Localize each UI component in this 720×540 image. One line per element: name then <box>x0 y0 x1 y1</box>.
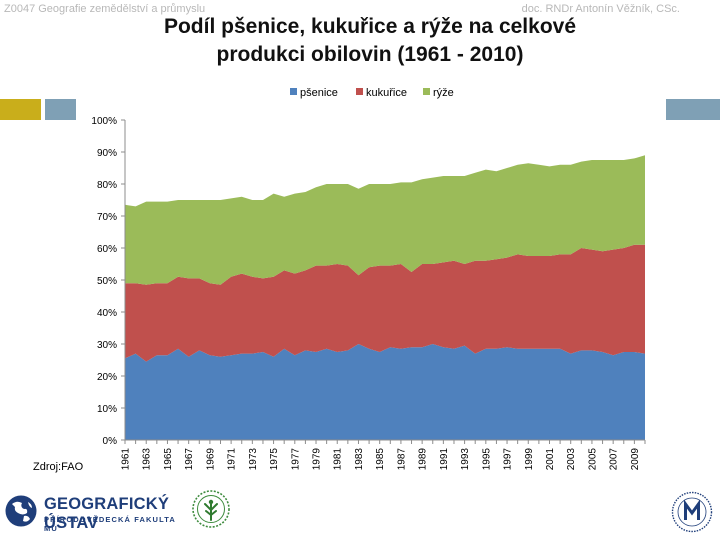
legend-swatch-0 <box>290 88 297 95</box>
legend-label-1: kukuřice <box>366 87 407 99</box>
y-tick-label: 10% <box>97 404 117 415</box>
x-tick-label: 1977 <box>290 448 301 471</box>
x-tick-label: 2009 <box>630 448 641 471</box>
chart-title-line-1: Podíl pšenice, kukuřice a rýže na celkov… <box>163 15 577 38</box>
decor-bar-teal-left <box>45 99 76 120</box>
x-tick-label: 1963 <box>142 448 153 471</box>
y-tick-label: 40% <box>97 308 117 319</box>
x-tick-label: 2007 <box>609 448 620 471</box>
legend-swatch-2 <box>423 88 430 95</box>
x-tick-label: 2001 <box>545 448 556 471</box>
legend-label-2: rýže <box>433 87 454 99</box>
x-tick-label: 1969 <box>205 448 216 471</box>
x-tick-label: 1993 <box>460 448 471 471</box>
x-tick-label: 1989 <box>418 448 429 471</box>
x-tick-label: 1961 <box>121 448 132 471</box>
area-series-0 <box>125 344 645 440</box>
author-header: doc. RNDr Antonín Věžník, CSc. <box>521 3 680 15</box>
y-tick-label: 60% <box>97 244 117 255</box>
x-tick-label: 1973 <box>248 448 259 471</box>
x-tick-label: 1983 <box>354 448 365 471</box>
source-note: Zdroj:FAO <box>33 461 84 473</box>
y-tick-label: 0% <box>103 436 118 447</box>
legend: pšenice kukuřice rýže <box>290 87 454 99</box>
x-tick-label: 2005 <box>587 448 598 471</box>
x-tick-label: 1985 <box>375 448 386 471</box>
legend-label-0: pšenice <box>300 87 338 99</box>
area-series-1 <box>125 244 645 362</box>
x-tick-label: 1981 <box>333 448 344 471</box>
leaf-emblem-icon <box>192 490 230 528</box>
area-series-2 <box>125 155 645 285</box>
y-tick-label: 100% <box>91 116 117 127</box>
y-tick-label: 50% <box>97 276 117 287</box>
x-tick-label: 1995 <box>481 448 492 471</box>
y-tick-label: 90% <box>97 148 117 159</box>
decor-bar-teal-right <box>666 99 720 120</box>
course-header: Z0047 Geografie zemědělství a průmyslu <box>4 3 206 15</box>
x-tick-label: 1965 <box>163 448 174 471</box>
x-tick-label: 1967 <box>184 448 195 471</box>
x-axis: 1961 1963 1965 1967 1969 1971 1973 1975 1977 1979… <box>121 439 646 471</box>
chart-title: Podíl pšenice, kukuřice a rýže na celkov… <box>140 13 600 69</box>
y-tick-label: 20% <box>97 372 117 383</box>
x-tick-label: 1979 <box>312 448 323 471</box>
y-tick-label: 30% <box>97 340 117 351</box>
x-tick-label: 1997 <box>503 448 514 471</box>
globe-icon <box>5 495 37 527</box>
geo-logo-name: GEOGRAFICKÝ ÚSTAV <box>44 495 170 532</box>
x-tick-label: 1999 <box>524 448 535 471</box>
x-tick-label: 1991 <box>439 448 450 471</box>
y-tick-label: 70% <box>97 212 117 223</box>
x-tick-label: 2003 <box>566 448 577 471</box>
x-tick-label: 1975 <box>269 448 280 471</box>
decor-bar-gold <box>0 99 41 120</box>
chart-title-line-2: produkci obilovin (1961 - 2010) <box>216 43 524 66</box>
x-tick-label: 1987 <box>396 448 407 471</box>
legend-swatch-1 <box>356 88 363 95</box>
geo-logo-subtitle: PŘÍRODOVĚDECKÁ FAKULTA MU <box>44 515 176 533</box>
y-axis: 0% 10% 20% 30% 40% 50% 60% 70% 80% 90% 100% <box>91 116 126 447</box>
geografický-ustav-logo: GEOGRAFICKÝ ÚSTAV PŘÍRODOVĚDECKÁ FAKULTA… <box>4 494 184 533</box>
y-tick-label: 80% <box>97 180 117 191</box>
plot-areas <box>125 155 645 440</box>
x-tick-label: 1971 <box>227 448 238 471</box>
university-seal-icon <box>671 491 713 533</box>
